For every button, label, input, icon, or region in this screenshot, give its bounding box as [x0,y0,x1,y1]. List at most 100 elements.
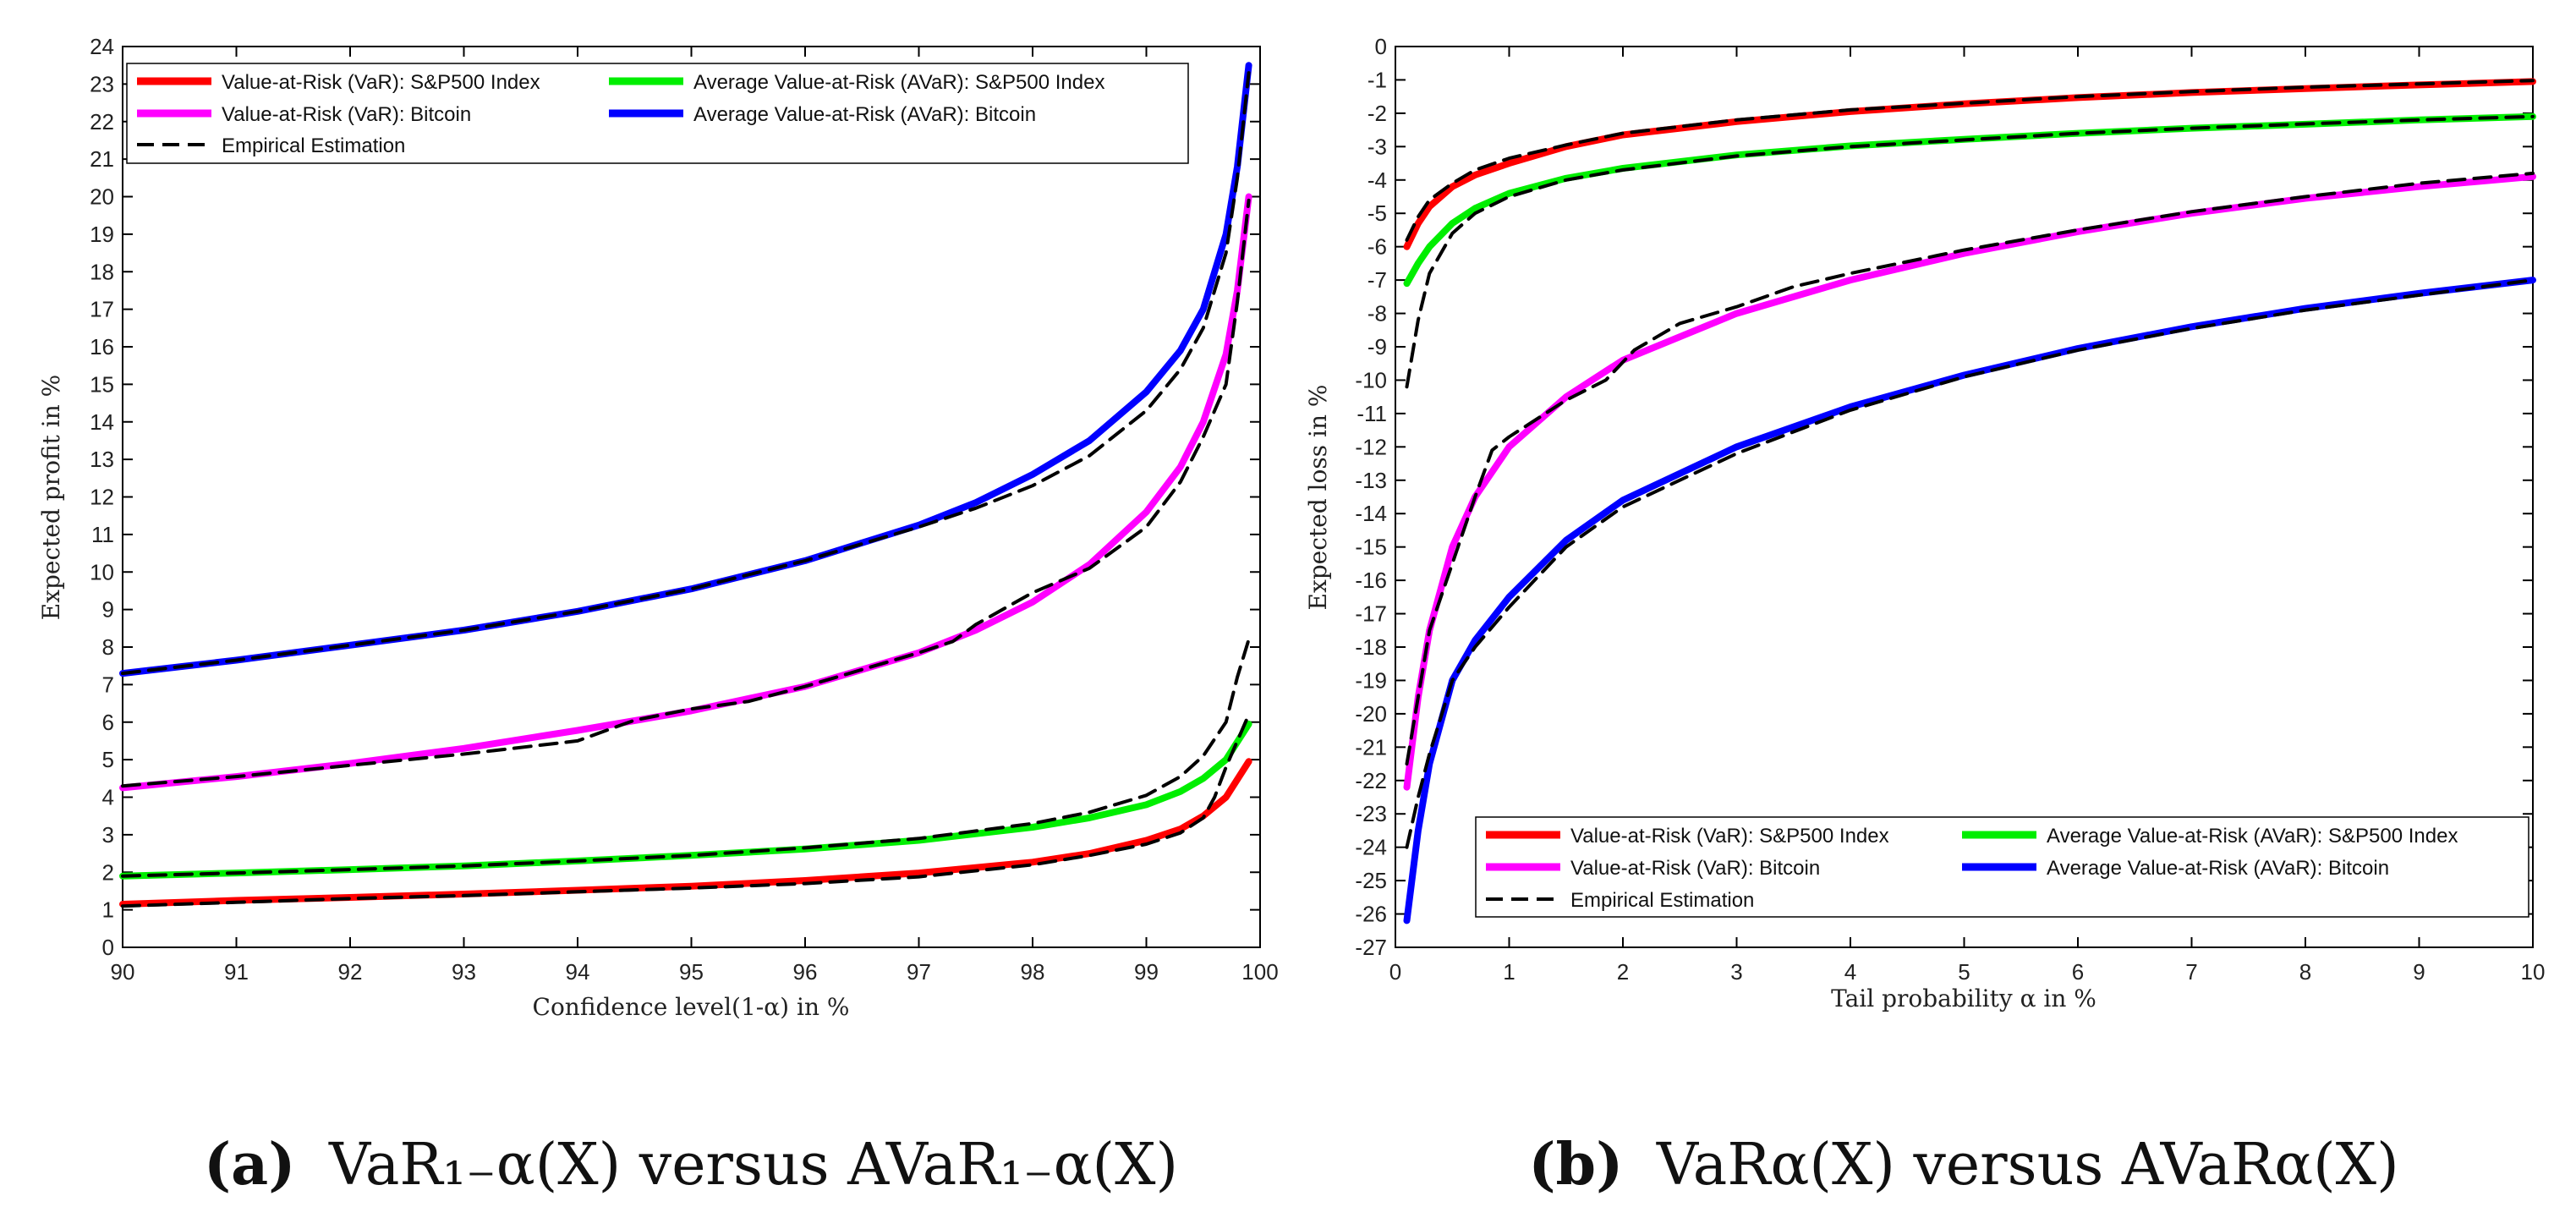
legend-label: Value-at-Risk (VaR): S&P500 Index [222,71,540,94]
legend-label: Value-at-Risk (VaR): Bitcoin [1570,857,1820,880]
y-tick-label: -19 [1355,667,1387,693]
y-tick-label: -15 [1355,535,1387,560]
series-line-empirical-var-bitcoin [1405,171,2535,766]
series-line-empirical-avar-s-p500 [121,638,1251,878]
x-tick-label: 4 [1844,959,1856,985]
y-tick-label: -20 [1355,701,1387,727]
caption-b: (b) VaRα(X) versus AVaRα(X) [1528,1131,2398,1199]
caption-text-a: VaR₁₋α(X) versus AVaR₁₋α(X) [328,1132,1178,1199]
x-axis-label-a: Confidence level(1-α) in % [533,993,850,1021]
x-tick-label: 96 [793,959,818,985]
x-tick-label: 100 [1241,959,1278,985]
x-tick-label: 90 [111,959,135,985]
caption-letter-a: (a) [204,1131,295,1199]
series-line-empirical-var-s-p500 [121,712,1251,908]
y-tick-label: 19 [90,222,114,247]
x-tick-label: 92 [338,959,363,985]
plot-frame-a [122,46,1261,948]
y-tick-label: 5 [102,747,114,772]
y-tick-label: 1 [102,897,114,923]
panel-a: 0123456789101112131415161718192021222324… [37,34,1279,1021]
legend-label: Average Value-at-Risk (AVaR): S&P500 Ind… [2047,825,2458,848]
caption-text-b: VaRα(X) versus AVaRα(X) [1656,1132,2399,1199]
y-tick-label: -26 [1355,902,1387,927]
y-tick-label: -2 [1367,101,1387,126]
legend-entry-var-sp500: Value-at-Risk (VaR): S&P500 Index [1486,825,1889,848]
y-tick-label: 0 [102,935,114,960]
x-tick-label: 94 [566,959,590,985]
y-axis-label-a: Expected profit in % [37,375,65,621]
legend-label: Value-at-Risk (VaR): S&P500 Index [1570,825,1889,848]
y-tick-label: -23 [1355,801,1387,826]
x-tick-label: 2 [1617,959,1629,985]
y-tick-label: 8 [102,634,114,660]
caption-letter-b: (b) [1528,1131,1623,1199]
x-tick-label: 1 [1503,959,1515,985]
y-tick-label: -13 [1355,468,1387,493]
y-tick-label: 24 [90,34,114,59]
y-tick-label: -24 [1355,835,1387,860]
y-tick-label: 18 [90,259,114,284]
legend-label: Average Value-at-Risk (AVaR): Bitcoin [2047,857,2389,880]
legend-entry-avar-bitcoin: Average Value-at-Risk (AVaR): Bitcoin [1962,857,2389,880]
y-tick-label: 4 [102,785,114,810]
legend-entry-avar-sp500: Average Value-at-Risk (AVaR): S&P500 Ind… [1962,825,2458,848]
x-tick-label: 91 [224,959,249,985]
y-tick-label: 11 [91,522,114,547]
y-tick-label: 17 [90,297,114,322]
x-tick-label: 97 [907,959,931,985]
y-tick-label: -1 [1367,67,1387,92]
y-tick-label: 10 [90,559,114,584]
y-tick-label: -27 [1355,935,1387,960]
y-tick-label: -3 [1367,134,1387,159]
y-tick-label: 22 [90,109,114,134]
y-tick-label: -5 [1367,200,1387,226]
y-tick-label: 6 [102,710,114,735]
y-tick-label: -9 [1367,334,1387,359]
y-tick-label: -8 [1367,301,1387,326]
series-line-empirical-var-bitcoin [121,198,1251,788]
legend-label: Value-at-Risk (VaR): Bitcoin [222,103,471,126]
x-tick-label: 9 [2413,959,2425,985]
x-tick-label: 6 [2072,959,2084,985]
y-tick-label: 20 [90,184,114,210]
series-line-var-bitcoin [119,193,1252,792]
y-tick-label: 2 [102,859,114,885]
legend-entry-avar-sp500: Average Value-at-Risk (AVaR): S&P500 Ind… [609,71,1104,94]
y-tick-label: -7 [1367,267,1387,293]
legend-entry-var-sp500: Value-at-Risk (VaR): S&P500 Index [137,71,540,94]
x-tick-label: 93 [452,959,476,985]
legend-entry-var-bitcoin: Value-at-Risk (VaR): Bitcoin [137,103,471,126]
caption-a: (a) VaR₁₋α(X) versus AVaR₁₋α(X) [204,1131,1178,1199]
legend-label: Empirical Estimation [222,134,405,157]
series-line-empirical-avar-s-p500 [1405,114,2535,389]
y-tick-label: -18 [1355,634,1387,660]
y-tick-label: -22 [1355,768,1387,793]
series-line-empirical-avar-bitcoin [121,71,1251,676]
x-tick-label: 95 [679,959,704,985]
series-line-empirical-avar-bitcoin [1405,278,2535,849]
y-tick-label: 12 [90,485,114,510]
y-tick-label: 16 [90,334,114,359]
legend-entry-empirical: Empirical Estimation [137,134,405,157]
y-tick-label: -12 [1355,434,1387,459]
svg-text:(a) VaR₁₋α(X) versus AVa: (a) VaR₁₋α(X) versus AVaR₁₋α(X) [204,1131,1178,1199]
y-tick-label: 23 [90,71,114,96]
x-tick-label: 0 [1389,959,1401,985]
x-tick-label: 8 [2299,959,2311,985]
y-tick-label: 21 [90,146,114,172]
y-tick-label: -25 [1355,868,1387,893]
y-tick-label: 7 [102,672,114,697]
y-tick-label: 3 [102,822,114,848]
y-tick-label: -16 [1355,568,1387,593]
x-tick-label: 98 [1021,959,1045,985]
y-tick-label: -17 [1355,601,1387,627]
y-axis-label-b: Expected loss in % [1304,385,1332,611]
y-tick-label: 14 [90,409,114,435]
y-tick-label: -10 [1355,367,1387,392]
y-tick-label: 15 [90,371,114,397]
y-tick-label: -11 [1357,401,1387,426]
legend-b: Value-at-Risk (VaR): S&P500 Index Averag… [1475,816,2529,918]
svg-text:(b) VaRα(X) versus AVaRα: (b) VaRα(X) versus AVaRα(X) [1528,1131,2398,1199]
